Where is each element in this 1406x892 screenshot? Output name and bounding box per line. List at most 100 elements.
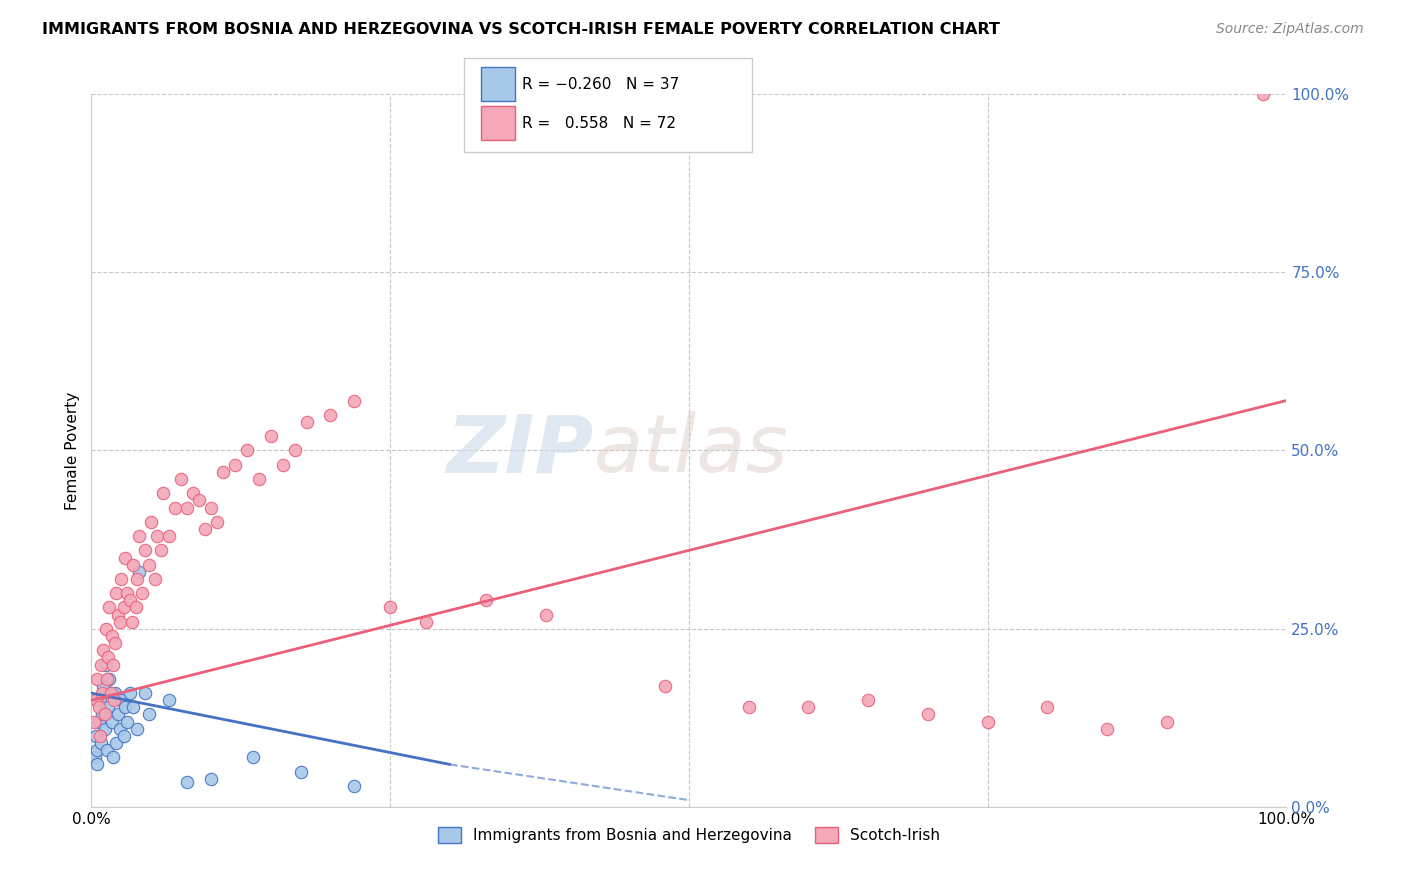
Point — [112, 600, 135, 615]
Point — [534, 607, 557, 622]
Point — [1156, 714, 1178, 729]
Point — [378, 600, 402, 615]
Point — [224, 458, 246, 472]
Point — [98, 600, 121, 615]
Point — [474, 593, 498, 607]
Point — [1251, 87, 1274, 101]
Point — [86, 757, 108, 772]
Point — [118, 686, 141, 700]
Point — [96, 672, 118, 686]
Point — [108, 722, 131, 736]
Point — [94, 622, 117, 636]
Point — [94, 657, 117, 672]
Point — [100, 686, 122, 700]
Legend: Immigrants from Bosnia and Herzegovina, Scotch-Irish: Immigrants from Bosnia and Herzegovina, … — [432, 822, 946, 849]
Point — [114, 550, 136, 565]
Point — [181, 486, 204, 500]
Point — [93, 679, 114, 693]
Point — [134, 686, 156, 700]
Point — [124, 600, 146, 615]
Point — [100, 629, 122, 643]
Text: Source: ZipAtlas.com: Source: ZipAtlas.com — [1216, 22, 1364, 37]
Point — [200, 772, 222, 786]
Point — [93, 707, 115, 722]
Point — [211, 465, 233, 479]
Point — [242, 750, 264, 764]
Point — [98, 672, 121, 686]
Point — [115, 586, 138, 600]
Point — [121, 615, 143, 629]
Point — [170, 472, 193, 486]
Point — [131, 586, 153, 600]
Point — [97, 650, 120, 665]
Point — [87, 714, 110, 729]
Point — [110, 572, 132, 586]
Point — [114, 700, 136, 714]
Point — [87, 700, 110, 714]
Point — [143, 572, 166, 586]
Point — [157, 693, 180, 707]
Point — [104, 686, 127, 700]
Point — [86, 743, 108, 757]
Point — [134, 543, 156, 558]
Point — [91, 707, 114, 722]
Point — [100, 714, 122, 729]
Point — [105, 586, 128, 600]
Point — [138, 707, 160, 722]
Point — [112, 729, 135, 743]
Point — [141, 515, 162, 529]
Point — [290, 764, 312, 779]
Point — [84, 693, 107, 707]
Point — [107, 707, 129, 722]
Point — [146, 529, 169, 543]
Point — [93, 722, 115, 736]
Point — [86, 672, 108, 686]
Point — [319, 408, 342, 422]
Text: R = −0.260   N = 37: R = −0.260 N = 37 — [522, 77, 679, 92]
Point — [128, 529, 150, 543]
Point — [163, 500, 186, 515]
Point — [176, 500, 198, 515]
Point — [101, 750, 124, 764]
Point — [797, 700, 820, 714]
Point — [122, 700, 145, 714]
Point — [283, 443, 307, 458]
Point — [976, 714, 998, 729]
Point — [200, 500, 222, 515]
Point — [90, 657, 112, 672]
Point — [138, 558, 160, 572]
Point — [295, 415, 318, 429]
Point — [122, 558, 145, 572]
Point — [89, 693, 111, 707]
Point — [97, 700, 120, 714]
Text: atlas: atlas — [593, 411, 789, 490]
Point — [103, 693, 125, 707]
Point — [128, 565, 150, 579]
Point — [115, 714, 138, 729]
Point — [1097, 722, 1119, 736]
Point — [96, 743, 118, 757]
Point — [737, 700, 759, 714]
Point — [152, 486, 174, 500]
Point — [856, 693, 880, 707]
Point — [194, 522, 217, 536]
Point — [104, 636, 127, 650]
Point — [93, 643, 114, 657]
Point — [247, 472, 270, 486]
Point — [235, 443, 259, 458]
Point — [415, 615, 437, 629]
Point — [84, 750, 107, 764]
Point — [205, 515, 228, 529]
Text: ZIP: ZIP — [446, 411, 593, 490]
Point — [107, 607, 129, 622]
Point — [89, 729, 111, 743]
Point — [187, 493, 211, 508]
Point — [1036, 700, 1059, 714]
Point — [110, 693, 132, 707]
Point — [654, 679, 676, 693]
Point — [108, 615, 131, 629]
Point — [149, 543, 172, 558]
Text: IMMIGRANTS FROM BOSNIA AND HERZEGOVINA VS SCOTCH-IRISH FEMALE POVERTY CORRELATIO: IMMIGRANTS FROM BOSNIA AND HERZEGOVINA V… — [42, 22, 1000, 37]
Point — [343, 393, 366, 408]
Point — [105, 736, 128, 750]
